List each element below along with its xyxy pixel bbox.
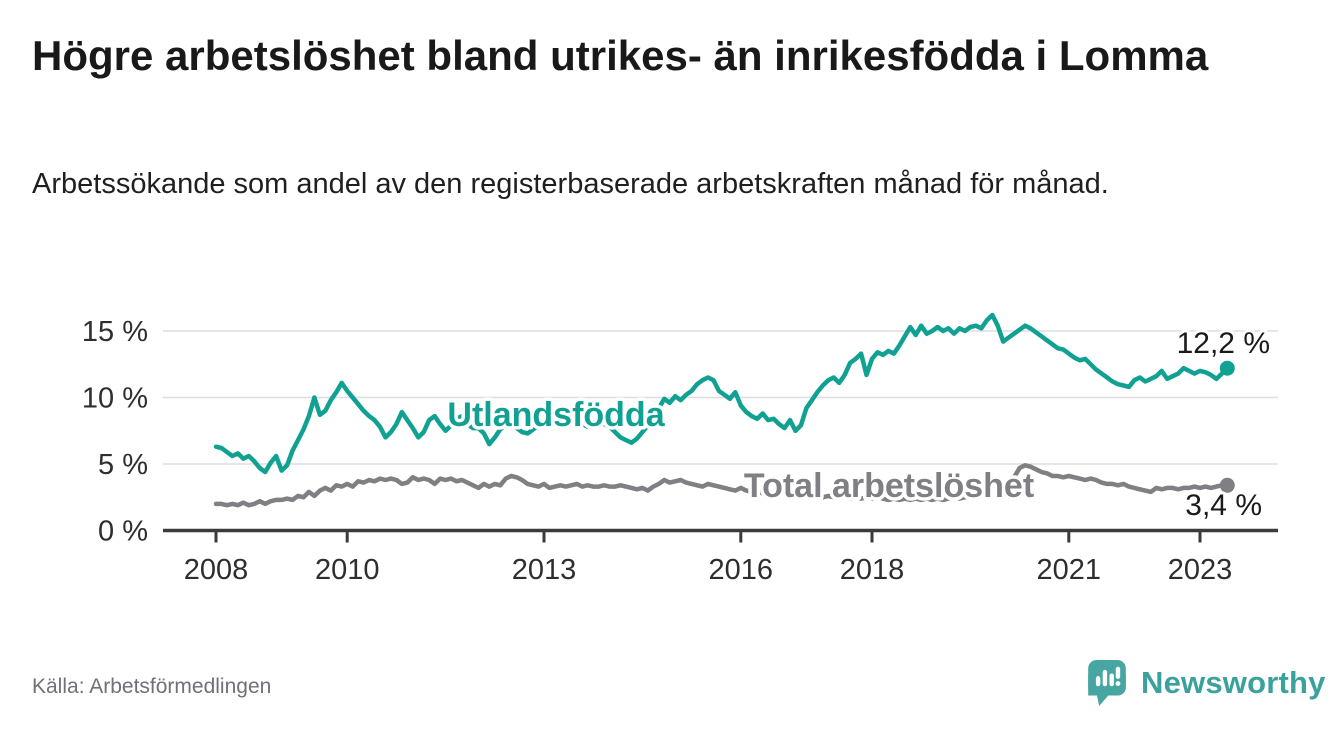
newsworthy-logo: Newsworthy	[1088, 660, 1326, 706]
series-end-value-total-arbetsloshet: 3,4 %	[1185, 489, 1262, 522]
x-axis-label: 2010	[315, 554, 380, 586]
y-axis-label: 10 %	[82, 383, 148, 415]
newsworthy-bubble-chart-icon	[1088, 660, 1126, 706]
newsworthy-wordmark: Newsworthy	[1141, 665, 1326, 700]
y-axis-label: 5 %	[98, 449, 148, 481]
series-end-dot-total-arbetsloshet	[1219, 477, 1235, 493]
x-axis-label: 2013	[512, 554, 577, 586]
series-end-dot-utlandsfodda	[1219, 360, 1235, 376]
x-axis-label: 2016	[709, 554, 774, 586]
source-note: Källa: Arbetsförmedlingen	[32, 675, 272, 698]
series-inline-label-total-arbetsloshet: Total arbetslöshet	[744, 467, 1034, 505]
series-line-total-arbetsloshet	[213, 463, 1230, 508]
series-end-value-utlandsfodda: 12,2 %	[1177, 327, 1270, 360]
y-axis-label: 0 %	[98, 516, 148, 548]
x-axis-label: 2018	[840, 554, 905, 586]
x-axis-label: 2021	[1037, 554, 1102, 586]
page-title: Högre arbetslöshet bland utrikes- än inr…	[32, 32, 1209, 79]
y-axis-label: 15 %	[82, 316, 148, 348]
series-line-utlandsfodda	[213, 312, 1230, 475]
series-inline-label-utlandsfodda: Utlandsfödda	[447, 396, 665, 434]
x-axis-label: 2023	[1168, 554, 1233, 586]
x-axis-label: 2008	[184, 554, 249, 586]
page-subtitle: Arbetssökande som andel av den registerb…	[32, 168, 1109, 200]
